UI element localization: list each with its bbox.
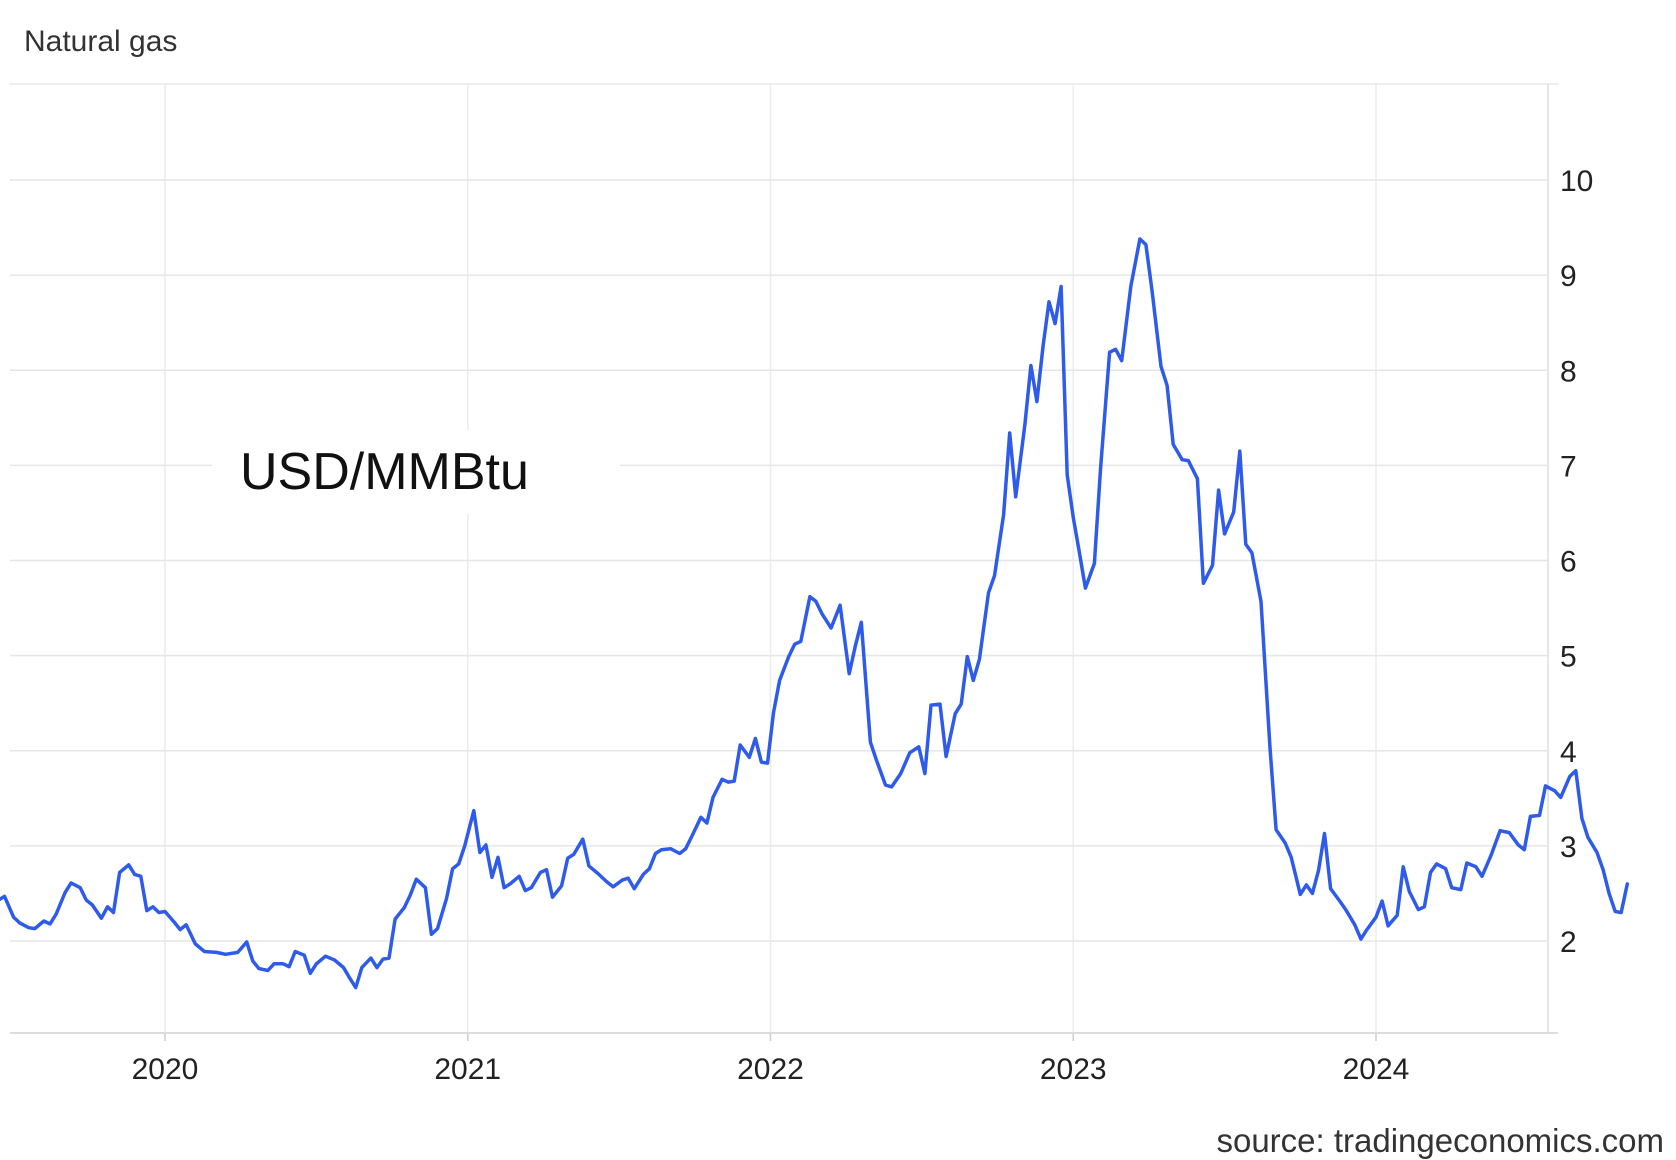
source-label: source: tradingeconomics.com	[1216, 1122, 1664, 1159]
y-tick-label: 3	[1560, 831, 1577, 864]
natural-gas-price-line	[0, 237, 1630, 990]
x-tick-label: 2021	[434, 1053, 501, 1086]
x-tick-label: 2022	[737, 1053, 804, 1086]
x-tick-label: 2024	[1343, 1053, 1410, 1086]
y-tick-labels: 2 3 4 5 6 7 8 9 10	[1560, 165, 1593, 959]
x-gridlines	[164, 84, 1377, 1041]
y-tick-label: 2	[1560, 926, 1577, 959]
x-tick-label: 2023	[1040, 1053, 1107, 1086]
chart-title: Natural gas	[24, 25, 177, 58]
y-tick-label: 9	[1560, 260, 1577, 293]
y-tick-label: 6	[1560, 546, 1577, 579]
unit-label-background	[212, 430, 620, 514]
y-tick-label: 8	[1560, 355, 1577, 388]
x-tick-labels: 2020 2021 2022 2023 2024	[132, 1053, 1410, 1086]
y-tick-label: 10	[1560, 165, 1593, 198]
x-tick-label: 2020	[132, 1053, 199, 1086]
y-tick-label: 5	[1560, 641, 1577, 674]
y-tick-label: 7	[1560, 450, 1577, 483]
y-gridlines	[10, 179, 1548, 942]
unit-label: USD/MMBtu	[240, 443, 529, 501]
y-tick-label: 4	[1560, 736, 1577, 769]
